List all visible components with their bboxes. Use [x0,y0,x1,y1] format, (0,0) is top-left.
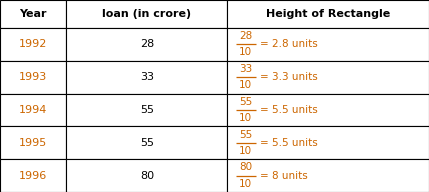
Bar [227,94,429,126]
Text: = 5.5 units: = 5.5 units [260,105,318,115]
Text: 1995: 1995 [19,138,47,148]
Text: Year: Year [19,9,47,19]
Text: 1994: 1994 [19,105,48,115]
Text: 10: 10 [239,179,252,189]
Text: 1992: 1992 [19,39,48,49]
Bar [66,159,227,192]
Bar [66,28,227,61]
Text: 1996: 1996 [19,170,47,181]
Bar [227,61,429,94]
Text: 10: 10 [239,113,252,123]
Text: 28: 28 [140,39,154,49]
Text: 55: 55 [140,138,154,148]
Text: 33: 33 [140,72,154,82]
Text: 55: 55 [140,105,154,115]
Text: loan (in crore): loan (in crore) [103,9,191,19]
Bar [66,61,227,94]
Bar [66,94,227,126]
Bar [0,94,66,126]
Text: 80: 80 [239,162,252,172]
Text: 10: 10 [239,146,252,156]
Text: = 3.3 units: = 3.3 units [260,72,318,82]
Text: 33: 33 [239,64,252,74]
Bar [227,126,429,159]
Bar [227,0,429,28]
Text: 80: 80 [140,170,154,181]
Text: 1993: 1993 [19,72,47,82]
Text: 55: 55 [239,97,252,107]
Text: = 8 units: = 8 units [260,170,308,181]
Bar [0,28,66,61]
Text: = 2.8 units: = 2.8 units [260,39,318,49]
Bar [66,0,227,28]
Bar [227,159,429,192]
Text: 28: 28 [239,31,252,41]
Text: = 5.5 units: = 5.5 units [260,138,318,148]
Bar [0,126,66,159]
Bar [0,159,66,192]
Bar [66,126,227,159]
Bar [227,28,429,61]
Text: 10: 10 [239,47,252,57]
Text: Height of Rectangle: Height of Rectangle [266,9,390,19]
Bar [0,61,66,94]
Text: 10: 10 [239,80,252,90]
Text: 55: 55 [239,130,252,140]
Bar [0,0,66,28]
